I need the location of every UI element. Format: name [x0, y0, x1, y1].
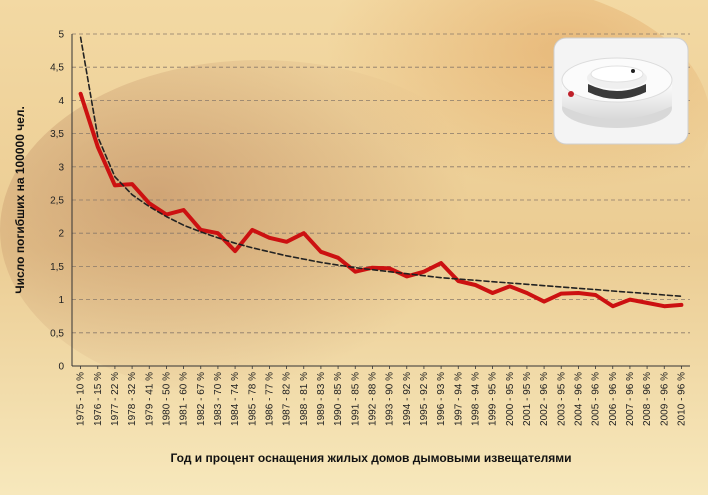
x-tick-label: 1985 - 78 % [247, 372, 258, 426]
data-point [680, 303, 683, 307]
x-tick-label: 2006 - 96 % [608, 372, 619, 426]
data-point [508, 285, 511, 288]
x-tick-label: 2002 - 96 % [539, 372, 550, 426]
smoke-detector-photo [553, 37, 689, 145]
data-point [422, 270, 426, 273]
x-tick-label: 1980 - 50 % [161, 372, 172, 426]
x-tick-label: 2009 - 96 % [659, 372, 670, 426]
data-point [199, 228, 202, 232]
data-point [130, 182, 134, 186]
x-tick-label: 2003 - 95 % [556, 372, 567, 426]
x-axis-label: Год и процент оснащения жилых домов дымо… [170, 451, 571, 465]
x-tick-label: 1992 - 88 % [367, 372, 378, 426]
y-tick-label: 1,5 [50, 262, 64, 273]
data-point [216, 232, 220, 235]
x-tick-label: 1997 - 94 % [453, 372, 464, 426]
data-point [491, 291, 494, 295]
data-point [285, 240, 288, 244]
y-axis-label: Число погибших на 100000 чел. [13, 106, 27, 294]
x-tick-label: 1988 - 81 % [299, 372, 310, 426]
x-tick-label: 1989 - 83 % [316, 372, 327, 426]
x-tick-label: 1994 - 92 % [402, 372, 413, 426]
x-tick-label: 1993 - 90 % [385, 372, 396, 426]
x-tick-label: 1986 - 77 % [264, 372, 275, 426]
data-point [645, 301, 649, 305]
data-line [78, 91, 684, 309]
x-tick-label: 1995 - 92 % [419, 372, 430, 426]
x-tick-label: 1999 - 95 % [488, 372, 499, 426]
y-tick-label: 3 [58, 162, 64, 173]
data-point [113, 184, 117, 187]
data-point [354, 270, 357, 273]
data-point [560, 292, 563, 295]
y-tick-label: 0 [58, 362, 64, 373]
x-tick-label: 1982 - 67 % [196, 372, 207, 426]
axes [71, 34, 690, 367]
x-tick-label: 2004 - 96 % [573, 372, 584, 426]
data-point [233, 249, 237, 253]
data-point [268, 236, 271, 240]
y-tick-label: 4,5 [50, 63, 64, 74]
x-tick-label: 2005 - 96 % [591, 372, 602, 426]
x-tick-label: 1996 - 93 % [436, 372, 447, 426]
series-group [78, 36, 684, 309]
data-point [302, 232, 305, 235]
x-tick-label: 1977 - 22 % [110, 372, 121, 426]
data-point [79, 92, 82, 95]
x-tick-label: 2000 - 95 % [505, 372, 516, 426]
data-point [594, 293, 597, 297]
x-tick-label: 1976 - 15 % [93, 372, 104, 426]
data-point [388, 267, 391, 270]
y-tick-label: 2 [58, 229, 64, 240]
x-tick-label: 1991 - 85 % [350, 372, 361, 426]
data-point [457, 279, 460, 283]
x-tick-label: 1975 - 10 % [76, 372, 87, 426]
x-tick-label: 2007 - 96 % [625, 372, 636, 426]
x-tick-label: 1979 - 41 % [144, 372, 155, 426]
data-point [165, 213, 168, 216]
data-point [628, 298, 632, 301]
smoke-detector-icon [561, 57, 673, 128]
data-point [371, 266, 374, 269]
x-tick-label: 1978 - 32 % [127, 372, 138, 426]
data-point [148, 202, 151, 205]
y-tick-label: 5 [58, 30, 64, 41]
data-point [96, 145, 99, 149]
data-point [251, 228, 254, 232]
x-tick-labels: 1975 - 10 % 1976 - 15 % 1977 - 22 % 1978 - … [76, 366, 687, 426]
data-point [611, 305, 614, 308]
data-point [474, 283, 477, 287]
data-point [439, 261, 443, 265]
x-tick-label: 1998 - 94 % [470, 372, 481, 426]
data-point [577, 291, 580, 295]
x-tick-label: 1983 - 70 % [213, 372, 224, 426]
data-point [663, 305, 666, 308]
data-point [405, 275, 408, 278]
x-tick-label: 2010 - 96 % [676, 372, 687, 426]
x-tick-label: 1984 - 74 % [230, 372, 241, 426]
y-tick-label: 3,5 [50, 129, 64, 140]
trend-line [79, 36, 683, 298]
data-point [542, 300, 546, 303]
data-point [319, 250, 323, 253]
data-point [182, 208, 185, 212]
x-tick-label: 1981 - 60 % [179, 372, 190, 426]
x-tick-label: 1987 - 82 % [282, 372, 293, 426]
x-tick-label: 1990 - 85 % [333, 372, 344, 426]
grid [72, 33, 690, 334]
data-point [336, 256, 340, 259]
x-tick-label: 2001 - 95 % [522, 372, 533, 426]
y-tick-label: 2,5 [50, 196, 64, 207]
x-tick-label: 2008 - 96 % [642, 372, 653, 426]
y-tick-labels: 0 0,5 1 1,5 2 2,5 3 3,5 4 4,5 5 [50, 30, 64, 373]
y-tick-label: 1 [58, 295, 64, 306]
data-point [525, 291, 529, 295]
y-tick-label: 4 [58, 96, 64, 107]
y-tick-label: 0,5 [50, 328, 64, 339]
